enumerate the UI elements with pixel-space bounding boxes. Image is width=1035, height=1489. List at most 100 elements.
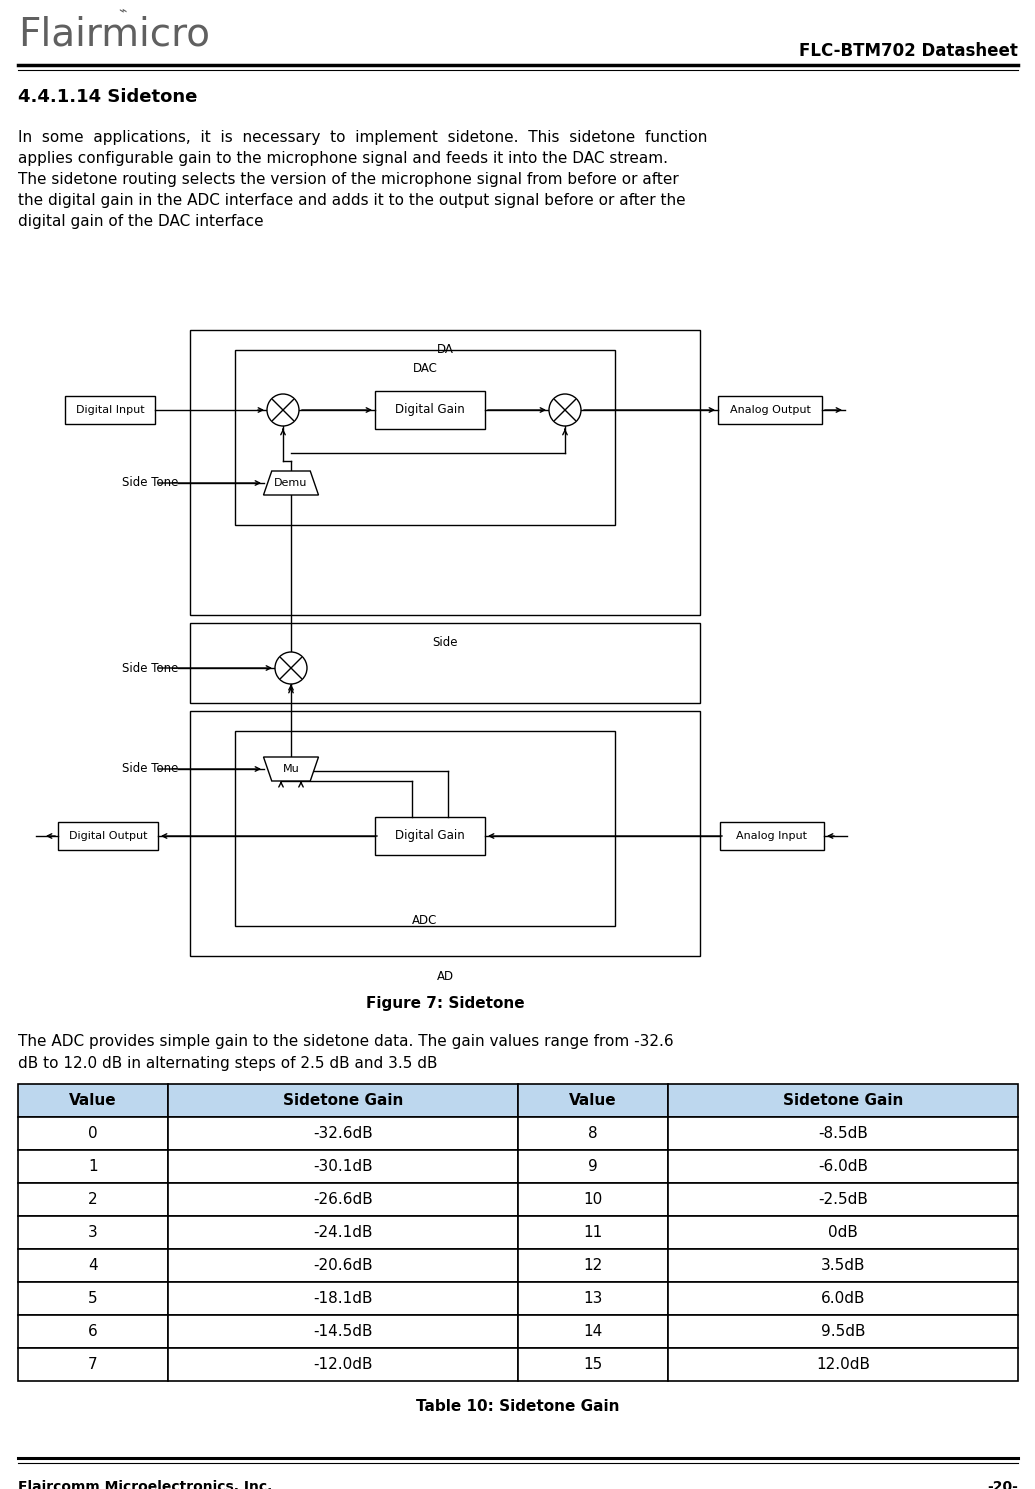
Text: the digital gain in the ADC interface and adds it to the output signal before or: the digital gain in the ADC interface an… xyxy=(18,194,685,208)
Text: applies configurable gain to the microphone signal and feeds it into the DAC str: applies configurable gain to the microph… xyxy=(18,150,668,165)
Bar xyxy=(518,1217,668,1249)
Bar xyxy=(518,1249,668,1282)
Bar xyxy=(190,331,700,615)
Text: Table 10: Sidetone Gain: Table 10: Sidetone Gain xyxy=(416,1400,620,1415)
Text: Analog Output: Analog Output xyxy=(730,405,810,415)
Text: Side: Side xyxy=(433,636,457,649)
Text: Value: Value xyxy=(69,1093,117,1108)
Text: Sidetone Gain: Sidetone Gain xyxy=(782,1093,904,1108)
Bar xyxy=(168,1084,518,1117)
Bar xyxy=(375,392,485,429)
Bar xyxy=(235,731,615,926)
Circle shape xyxy=(549,395,581,426)
Bar xyxy=(235,350,615,526)
Text: The sidetone routing selects the version of the microphone signal from before or: The sidetone routing selects the version… xyxy=(18,173,679,188)
Bar xyxy=(718,396,822,424)
Bar xyxy=(18,1249,168,1282)
Bar xyxy=(375,817,485,855)
Text: -30.1dB: -30.1dB xyxy=(314,1158,373,1173)
Text: 3.5dB: 3.5dB xyxy=(821,1258,865,1273)
Bar xyxy=(518,1150,668,1182)
Text: 10: 10 xyxy=(584,1193,602,1208)
Text: Digital Gain: Digital Gain xyxy=(395,404,465,417)
Text: Flairmicro: Flairmicro xyxy=(18,15,210,54)
Text: -8.5dB: -8.5dB xyxy=(818,1126,868,1141)
Text: FLC-BTM702 Datasheet: FLC-BTM702 Datasheet xyxy=(799,42,1018,60)
Text: Digital Output: Digital Output xyxy=(68,831,147,841)
Text: -18.1dB: -18.1dB xyxy=(314,1291,373,1306)
Text: 6.0dB: 6.0dB xyxy=(821,1291,865,1306)
Bar xyxy=(518,1348,668,1380)
Bar xyxy=(518,1084,668,1117)
Bar xyxy=(18,1150,168,1182)
Bar xyxy=(18,1282,168,1315)
Text: 3: 3 xyxy=(88,1225,98,1240)
Bar xyxy=(720,822,824,850)
Text: digital gain of the DAC interface: digital gain of the DAC interface xyxy=(18,214,264,229)
Bar xyxy=(668,1282,1018,1315)
Bar xyxy=(168,1182,518,1217)
Text: The ADC provides simple gain to the sidetone data. The gain values range from -3: The ADC provides simple gain to the side… xyxy=(18,1033,674,1048)
Bar xyxy=(18,1117,168,1150)
Text: Sidetone Gain: Sidetone Gain xyxy=(283,1093,404,1108)
Text: ⌁: ⌁ xyxy=(118,3,126,16)
Bar xyxy=(58,822,158,850)
Bar xyxy=(18,1182,168,1217)
Text: 1: 1 xyxy=(88,1158,98,1173)
Bar xyxy=(518,1282,668,1315)
Text: Side Tone: Side Tone xyxy=(122,661,178,675)
Text: 0dB: 0dB xyxy=(828,1225,858,1240)
Text: Analog Input: Analog Input xyxy=(737,831,807,841)
Text: AD: AD xyxy=(437,969,453,983)
Bar xyxy=(168,1282,518,1315)
Bar xyxy=(190,622,700,703)
Text: 5: 5 xyxy=(88,1291,98,1306)
Text: -2.5dB: -2.5dB xyxy=(818,1193,868,1208)
Bar xyxy=(668,1182,1018,1217)
Text: 13: 13 xyxy=(584,1291,602,1306)
Bar xyxy=(668,1084,1018,1117)
Bar xyxy=(168,1217,518,1249)
Text: DAC: DAC xyxy=(413,362,438,375)
Bar xyxy=(168,1117,518,1150)
Text: 14: 14 xyxy=(584,1324,602,1339)
Text: -32.6dB: -32.6dB xyxy=(314,1126,373,1141)
Text: -20.6dB: -20.6dB xyxy=(314,1258,373,1273)
Bar xyxy=(668,1117,1018,1150)
Text: -6.0dB: -6.0dB xyxy=(818,1158,868,1173)
Polygon shape xyxy=(264,756,319,782)
Text: Flaircomm Microelectronics, Inc.: Flaircomm Microelectronics, Inc. xyxy=(18,1480,272,1489)
Bar xyxy=(18,1217,168,1249)
Bar xyxy=(168,1249,518,1282)
Bar xyxy=(65,396,155,424)
Bar xyxy=(190,712,700,956)
Text: 7: 7 xyxy=(88,1356,98,1371)
Text: Digital Input: Digital Input xyxy=(76,405,144,415)
Text: 4: 4 xyxy=(88,1258,98,1273)
Bar xyxy=(18,1315,168,1348)
Bar xyxy=(518,1182,668,1217)
Text: -14.5dB: -14.5dB xyxy=(314,1324,373,1339)
Bar xyxy=(668,1315,1018,1348)
Text: 9: 9 xyxy=(588,1158,598,1173)
Polygon shape xyxy=(264,471,319,494)
Text: In  some  applications,  it  is  necessary  to  implement  sidetone.  This  side: In some applications, it is necessary to… xyxy=(18,130,707,144)
Bar xyxy=(668,1249,1018,1282)
Text: 0: 0 xyxy=(88,1126,98,1141)
Bar xyxy=(668,1150,1018,1182)
Text: Side Tone: Side Tone xyxy=(122,762,178,776)
Text: Value: Value xyxy=(569,1093,617,1108)
Text: Figure 7: Sidetone: Figure 7: Sidetone xyxy=(365,996,525,1011)
Text: Demu: Demu xyxy=(274,478,307,488)
Bar xyxy=(668,1348,1018,1380)
Circle shape xyxy=(275,652,307,683)
Bar xyxy=(518,1117,668,1150)
Text: 11: 11 xyxy=(584,1225,602,1240)
Bar xyxy=(518,1315,668,1348)
Text: 9.5dB: 9.5dB xyxy=(821,1324,865,1339)
Text: Side Tone: Side Tone xyxy=(122,476,178,490)
Circle shape xyxy=(267,395,299,426)
Bar xyxy=(668,1217,1018,1249)
Text: 4.4.1.14 Sidetone: 4.4.1.14 Sidetone xyxy=(18,88,198,106)
Bar xyxy=(168,1348,518,1380)
